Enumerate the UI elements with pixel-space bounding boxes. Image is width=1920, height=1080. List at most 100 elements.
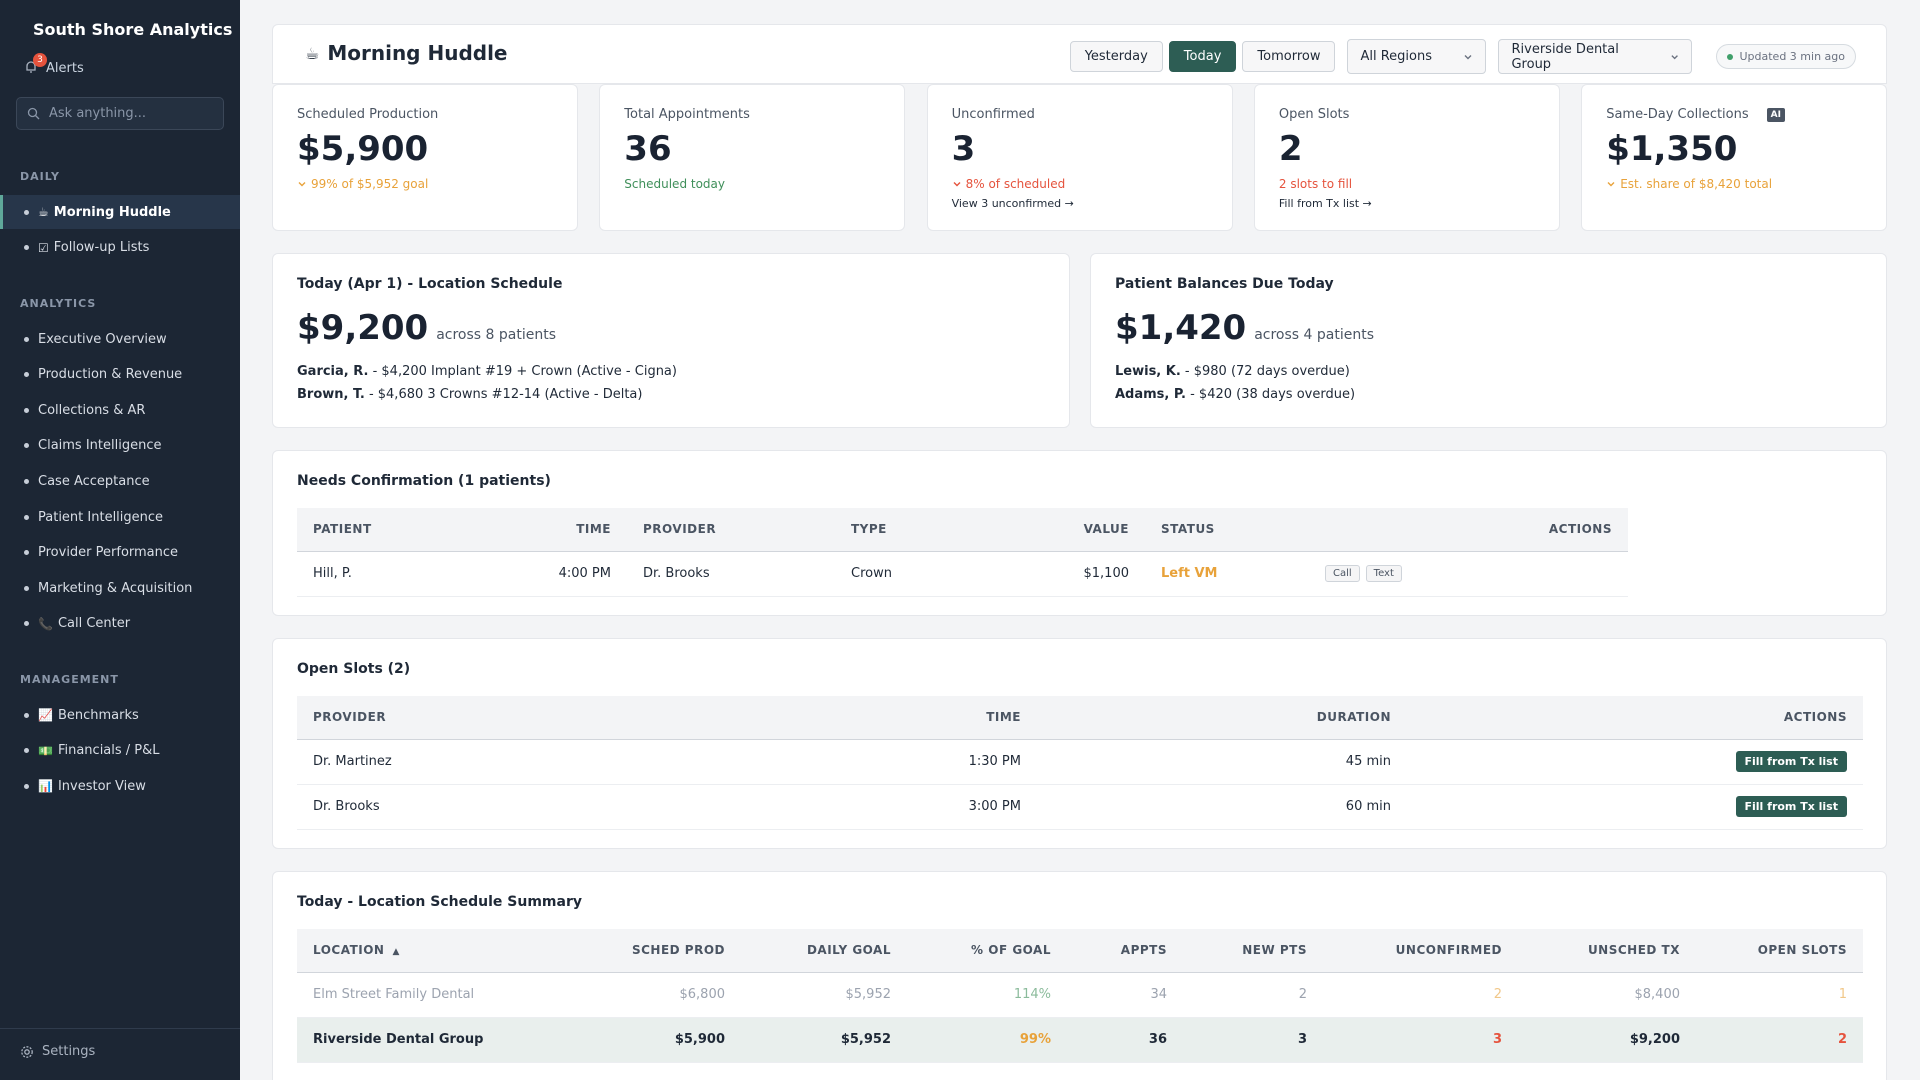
- nav-label: Collections & AR: [38, 402, 146, 418]
- fill-button[interactable]: Fill from Tx list: [1735, 796, 1847, 817]
- cell: Dr. Brooks: [297, 784, 697, 830]
- kpi-label-text: Scheduled Production: [297, 107, 439, 122]
- header-row: LOCATION ▲ SCHED PROD DAILY GOAL % OF GOAL AP…: [297, 929, 1863, 973]
- cell: $6,800: [577, 972, 741, 1018]
- cell: $9,200: [1518, 1017, 1696, 1063]
- day-button[interactable]: Yesterday: [1069, 41, 1163, 72]
- actions-cell: Fill from Tx list: [1407, 739, 1863, 785]
- nav-label: Marketing & Acquisition: [38, 580, 193, 596]
- nav-item[interactable]: Case Acceptance: [0, 464, 240, 498]
- nav-item[interactable]: 📞 Call Center: [0, 607, 240, 641]
- patient-name: Brown, T.: [297, 387, 365, 402]
- nav-item[interactable]: 📊 Investor View: [0, 769, 240, 803]
- alerts[interactable]: 3 Alerts: [24, 53, 84, 76]
- schedule-card: Today (Apr 1) - Location Schedule $9,200 a…: [272, 253, 1070, 428]
- cell: 2: [1183, 972, 1323, 1018]
- detail: - $4,680 3 Crowns #12-14 (Active - Delta…: [364, 387, 643, 402]
- column-header: DURATION: [1037, 696, 1407, 740]
- kpi-label: Open Slots: [1279, 107, 1350, 122]
- nav-dot: [24, 336, 29, 342]
- nav-label: Benchmarks: [57, 707, 139, 723]
- kpi-link[interactable]: Fill from Tx list →: [1278, 197, 1372, 210]
- cell: 36: [1067, 1017, 1183, 1063]
- cell: 3:00 PM: [697, 784, 1037, 830]
- kpi-sub-text: Scheduled today: [624, 177, 725, 191]
- column-header: ACTIONS: [1407, 696, 1863, 740]
- header-row: PROVIDER TIME DURATION ACTIONS: [297, 696, 1863, 740]
- column-header: STATUS: [1145, 508, 1325, 552]
- column-header: PATIENT: [297, 508, 527, 552]
- search-placeholder: Ask anything...: [49, 106, 147, 121]
- divider: [0, 1028, 240, 1029]
- nav-icon: 💵: [38, 743, 53, 758]
- column-header: TYPE: [835, 508, 1035, 552]
- cell: 99%: [907, 1017, 1067, 1063]
- card-title: Open Slots (2): [297, 661, 411, 677]
- action-button[interactable]: Text: [1365, 565, 1402, 582]
- select[interactable]: Riverside Dental Group: [1498, 39, 1693, 74]
- nav-item[interactable]: ☕ Morning Huddle: [0, 195, 240, 229]
- row: Elm Street Family Dental $6,800 $5,952 114%…: [297, 972, 1863, 1018]
- cell: 3: [1323, 1017, 1518, 1063]
- open-slots-table: PROVIDER TIME DURATION ACTIONS Dr. Martinez 1…: [297, 696, 1863, 830]
- detail-line: Brown, T. - $4,680 3 Crowns #12-14 (Acti…: [297, 387, 642, 402]
- kpi-sub-text: 99% of $5,952 goal: [311, 177, 429, 191]
- day-button[interactable]: Tomorrow: [1242, 41, 1336, 72]
- detail: - $420 (38 days overdue): [1185, 387, 1356, 402]
- nav-item[interactable]: Claims Intelligence: [0, 429, 240, 463]
- column-header: LOCATION ▲: [297, 929, 577, 973]
- action-button[interactable]: Call: [1325, 565, 1360, 582]
- chevron: [953, 182, 961, 187]
- cell: 2: [1323, 972, 1518, 1018]
- column-label: % OF GOAL: [971, 943, 1051, 958]
- status-dot: [1727, 53, 1734, 60]
- header-controls: Yesterday Today Tomorrow All Regions Riversi…: [1069, 39, 1856, 74]
- column-label: APPTS: [1120, 943, 1167, 958]
- column-label: LOCATION: [313, 943, 385, 958]
- nav-item[interactable]: Collections & AR: [0, 393, 240, 427]
- patient-name: Garcia, R.: [297, 364, 369, 379]
- search[interactable]: Ask anything...: [16, 97, 224, 130]
- nav-dot: [24, 514, 29, 520]
- title-icon: ☕: [305, 43, 320, 63]
- nav-label: Investor View: [57, 778, 146, 794]
- kpi-card: Same-Day Collections AI $1,350 Est. share o…: [1581, 84, 1888, 231]
- column-label: NEW PTS: [1242, 943, 1307, 958]
- nav-item[interactable]: Executive Overview: [0, 322, 240, 356]
- chevron: [1464, 54, 1472, 59]
- kpi-label: Total Appointments: [624, 107, 750, 122]
- nav-item[interactable]: Production & Revenue: [0, 358, 240, 392]
- cell: 4:00 PM: [527, 551, 627, 597]
- nav-item[interactable]: ☑ Follow-up Lists: [0, 231, 240, 265]
- column-header: PROVIDER: [297, 696, 697, 740]
- kpi-card: Total Appointments 36 Scheduled today: [599, 84, 906, 231]
- cell: 2: [1696, 1017, 1863, 1063]
- select-value: Riverside Dental Group: [1511, 41, 1619, 72]
- nav-item[interactable]: Marketing & Acquisition: [0, 571, 240, 605]
- kpi-sub: 99% of $5,952 goal: [297, 177, 428, 191]
- schedule-card: Patient Balances Due Today $1,420 across 4…: [1090, 253, 1887, 428]
- fill-button[interactable]: Fill from Tx list: [1735, 751, 1847, 772]
- detail-line: Lewis, K. - $980 (72 days overdue): [1115, 364, 1350, 379]
- kpi-value: 36: [624, 129, 672, 169]
- settings[interactable]: Settings: [20, 1044, 95, 1059]
- day-button[interactable]: Today: [1168, 41, 1237, 72]
- kpi-label: Scheduled Production: [297, 107, 438, 122]
- cell: Dr. Brooks: [627, 551, 835, 597]
- nav-item[interactable]: 📈 Benchmarks: [0, 698, 240, 732]
- value: $9,200: [297, 308, 429, 348]
- kpi-value: $5,900: [297, 129, 429, 169]
- nav-dot: [24, 621, 29, 627]
- nav-icon: 📞: [38, 616, 53, 631]
- kpi-value: 3: [951, 129, 976, 169]
- select[interactable]: All Regions: [1347, 39, 1487, 74]
- kpi-link[interactable]: View 3 unconfirmed →: [951, 197, 1074, 210]
- cell: Dr. Martinez: [297, 739, 697, 785]
- nav-dot: [24, 585, 29, 591]
- kpi-value: 2: [1278, 129, 1303, 169]
- nav-item[interactable]: Patient Intelligence: [0, 500, 240, 534]
- kpi-label-text: Open Slots: [1278, 107, 1350, 122]
- nav-item[interactable]: Provider Performance: [0, 536, 240, 570]
- nav-item[interactable]: 💵 Financials / P&L: [0, 734, 240, 768]
- nav-dot: [24, 443, 29, 449]
